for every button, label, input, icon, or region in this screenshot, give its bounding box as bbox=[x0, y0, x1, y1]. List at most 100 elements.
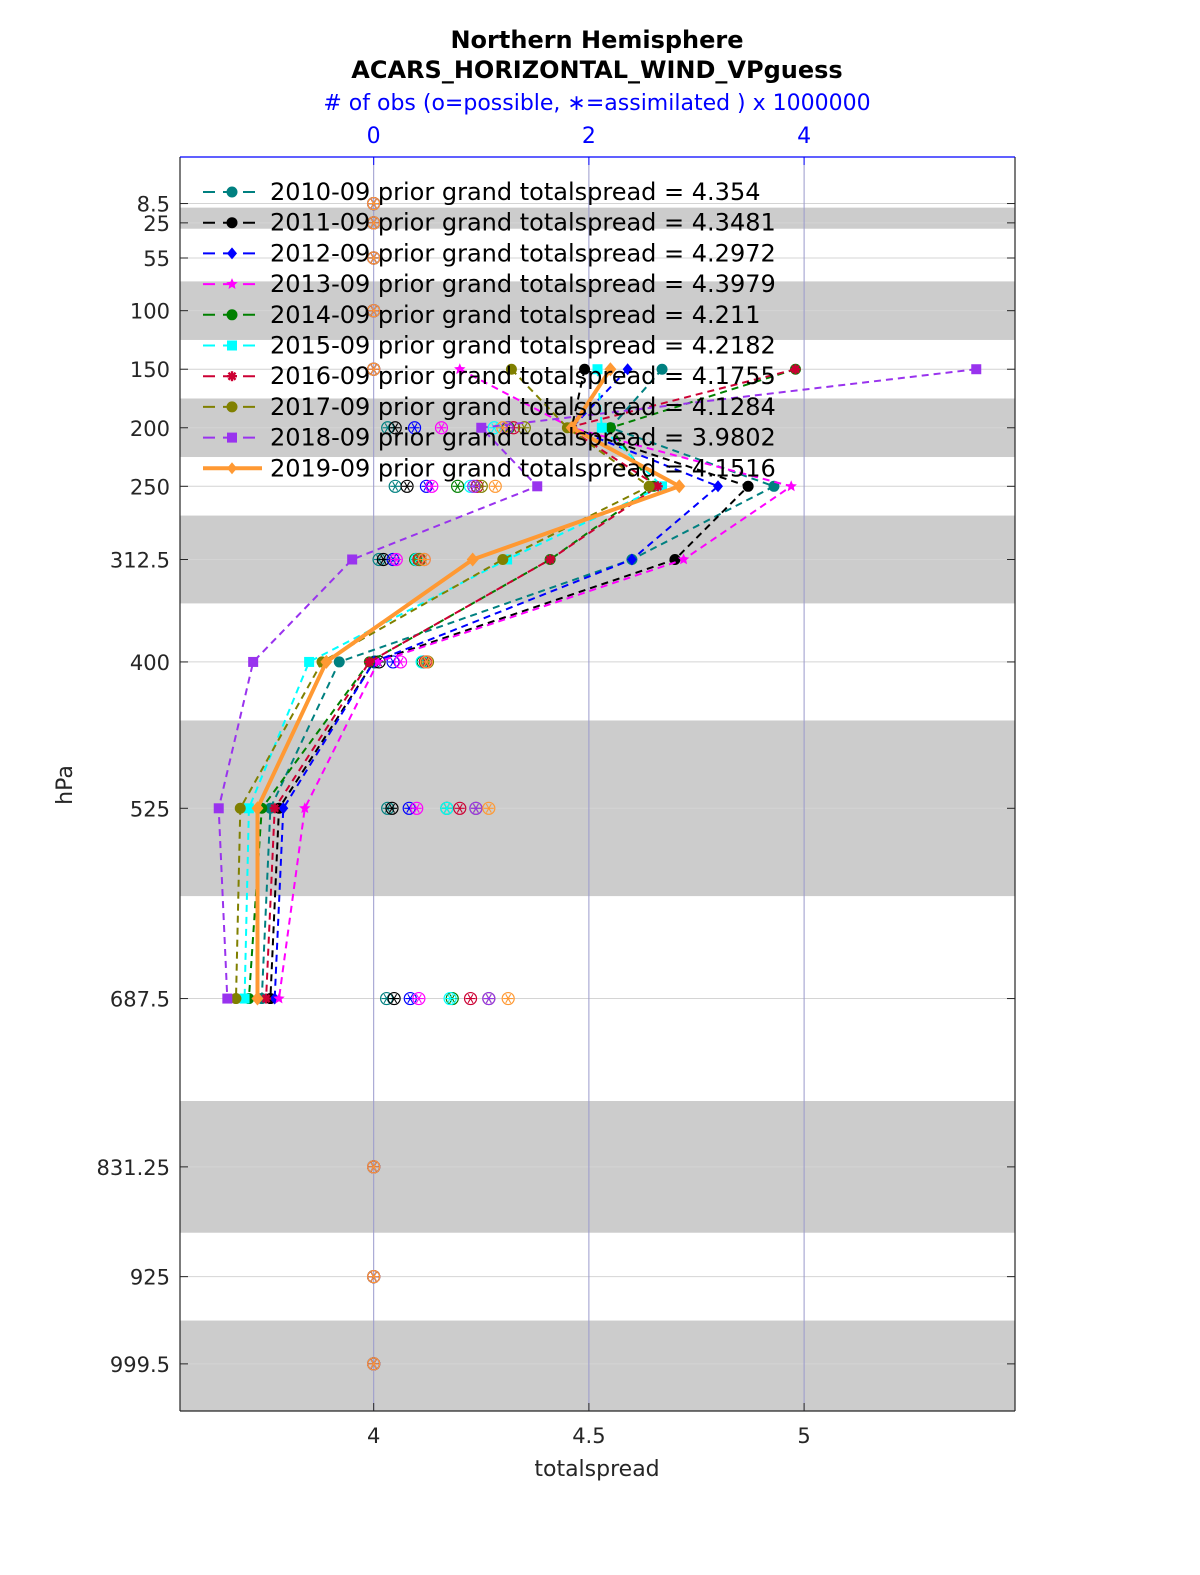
shaded-band bbox=[180, 207, 1015, 229]
y-tick-label: 150 bbox=[130, 358, 170, 382]
obs-possible-marker bbox=[388, 421, 402, 435]
obs-possible-marker bbox=[367, 251, 381, 265]
obs-assimilated-marker bbox=[386, 803, 397, 813]
plot-frame bbox=[179, 156, 1016, 1412]
obs-possible-marker bbox=[412, 991, 426, 1006]
x-tick-label: 4 bbox=[367, 1424, 380, 1448]
chart-subtitle: ACARS_HORIZONTAL_WIND_VPguess bbox=[351, 56, 842, 84]
obs-possible-marker bbox=[389, 552, 403, 567]
y-tick-label: 312.5 bbox=[110, 548, 170, 572]
obs-stroke bbox=[370, 253, 377, 263]
data-point bbox=[604, 362, 617, 377]
legend-label: 2018-09 prior grand totalspread = 3.9802 bbox=[270, 424, 776, 452]
obs-stroke bbox=[370, 1272, 377, 1282]
obs-assimilated-marker bbox=[395, 657, 406, 667]
legend-label: 2010-09 prior grand totalspread = 4.354 bbox=[270, 178, 760, 206]
y-tick-label: 100 bbox=[130, 300, 170, 324]
legend-marker bbox=[226, 309, 238, 321]
obs-stroke bbox=[413, 803, 420, 813]
data-point bbox=[643, 480, 655, 492]
obs-assimilated-marker bbox=[409, 423, 420, 433]
data-point bbox=[251, 801, 264, 816]
obs-stroke bbox=[391, 993, 398, 1004]
legend-label: 2017-09 prior grand totalspread = 4.1284 bbox=[270, 393, 776, 421]
data-point bbox=[790, 364, 801, 375]
data-point bbox=[243, 803, 254, 814]
legend-marker bbox=[227, 340, 237, 351]
data-point bbox=[656, 363, 668, 375]
obs-assimilated-marker bbox=[421, 657, 432, 667]
y-tick-label: 687.5 bbox=[110, 988, 170, 1012]
legend-marker bbox=[227, 247, 237, 260]
data-point bbox=[248, 656, 259, 667]
obs-stroke bbox=[454, 481, 461, 491]
data-point bbox=[230, 993, 242, 1005]
data-point bbox=[768, 480, 780, 492]
series-10 bbox=[251, 362, 686, 1006]
obs-stroke bbox=[472, 803, 479, 813]
data-point bbox=[596, 422, 607, 433]
obs-assimilated-marker bbox=[468, 481, 479, 491]
data-point bbox=[269, 803, 280, 814]
obs-stroke bbox=[467, 993, 474, 1004]
data-point bbox=[222, 993, 233, 1004]
obs-assimilated-marker bbox=[483, 803, 494, 813]
obs-stroke bbox=[456, 803, 463, 813]
obs-possible-marker bbox=[451, 479, 465, 493]
data-point bbox=[333, 656, 345, 668]
obs-stroke bbox=[393, 554, 400, 565]
data-point bbox=[565, 420, 578, 435]
obs-possible-marker bbox=[453, 801, 467, 815]
obs-possible-marker bbox=[488, 479, 502, 493]
legend-label: 2016-09 prior grand totalspread = 4.1755 bbox=[270, 362, 776, 390]
obs-stroke bbox=[447, 993, 454, 1004]
legend-entry: 2011-09 prior grand totalspread = 4.3481 bbox=[203, 209, 776, 237]
obs-assimilated-marker bbox=[402, 481, 413, 491]
obs-stroke bbox=[428, 481, 435, 491]
data-point bbox=[532, 481, 543, 492]
obs-stroke bbox=[404, 481, 411, 491]
y-tick-label: 400 bbox=[130, 651, 170, 675]
legend-entry: 2014-09 prior grand totalspread = 4.211 bbox=[203, 301, 760, 329]
data-point bbox=[677, 553, 690, 565]
legend-label: 2013-09 prior grand totalspread = 4.3979 bbox=[270, 270, 776, 298]
obs-possible-marker bbox=[367, 1357, 381, 1371]
top-tick-label: 4 bbox=[797, 124, 811, 149]
legend-label: 2014-09 prior grand totalspread = 4.211 bbox=[270, 301, 760, 329]
obs-possible-marker bbox=[393, 655, 408, 669]
data-point bbox=[320, 654, 333, 669]
obs-assimilated-marker bbox=[454, 803, 465, 813]
data-point bbox=[785, 480, 797, 492]
data-point bbox=[579, 363, 591, 375]
obs-stroke bbox=[492, 481, 499, 491]
data-point bbox=[251, 991, 264, 1006]
obs-possible-marker bbox=[482, 801, 496, 815]
data-point bbox=[673, 479, 686, 494]
obs-stroke bbox=[521, 423, 528, 433]
obs-stroke bbox=[421, 554, 428, 565]
data-point bbox=[626, 553, 637, 566]
obs-possible-marker bbox=[463, 991, 478, 1006]
data-point bbox=[304, 656, 315, 667]
observation-count-markers bbox=[367, 196, 531, 1371]
chart-title: Northern Hemisphere bbox=[450, 26, 743, 54]
data-point bbox=[505, 363, 517, 375]
data-point bbox=[299, 802, 311, 814]
data-point bbox=[669, 553, 681, 565]
obs-possible-marker bbox=[440, 801, 454, 815]
y-tick-label: 55 bbox=[143, 247, 170, 271]
obs-assimilated-marker bbox=[389, 993, 400, 1004]
data-point bbox=[652, 481, 663, 492]
marker-stroke bbox=[227, 371, 237, 381]
series-8 bbox=[230, 363, 655, 1005]
data-point bbox=[273, 992, 285, 1004]
legend-label: 2011-09 prior grand totalspread = 4.3481 bbox=[270, 209, 776, 237]
obs-possible-marker bbox=[367, 1270, 381, 1284]
obs-stroke bbox=[397, 657, 404, 667]
obs-possible-marker bbox=[517, 421, 531, 435]
obs-assimilated-marker bbox=[368, 1162, 379, 1172]
data-point bbox=[545, 554, 556, 565]
legend-marker bbox=[227, 462, 237, 475]
obs-stroke bbox=[470, 481, 477, 491]
obs-assimilated-marker bbox=[405, 993, 416, 1004]
